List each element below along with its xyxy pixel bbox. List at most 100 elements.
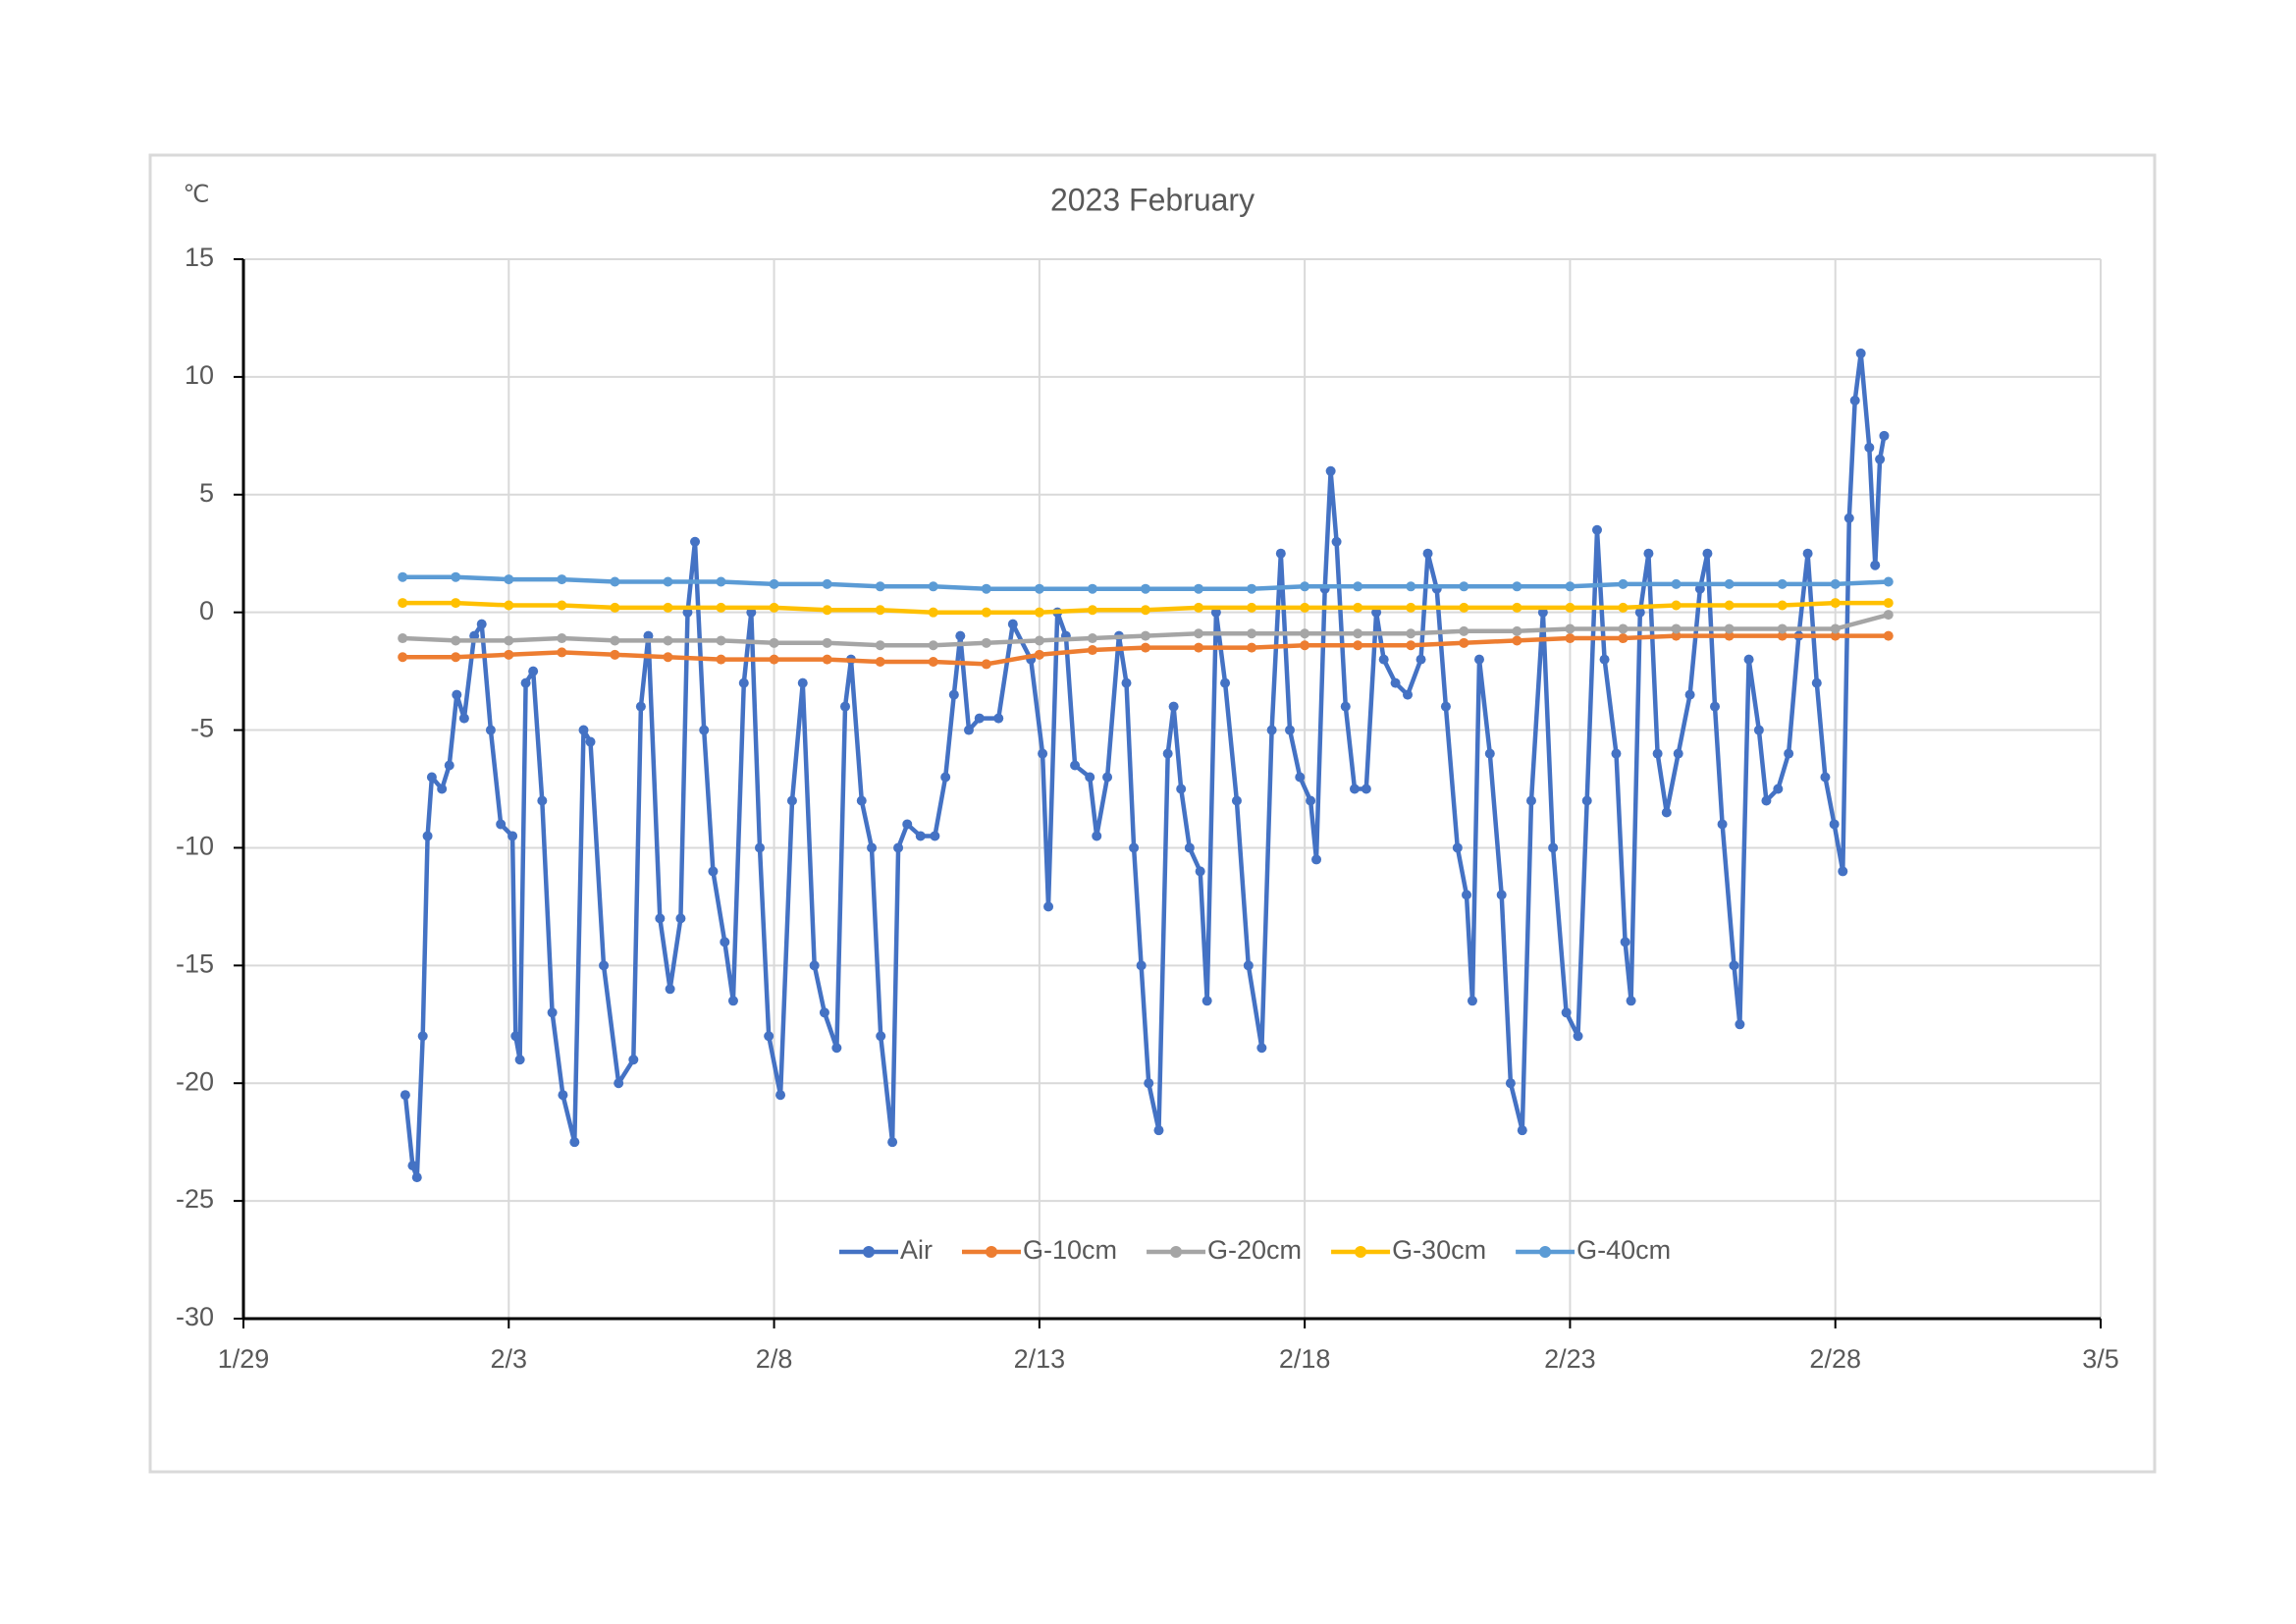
data-point: [1573, 1031, 1583, 1042]
data-point: [569, 1137, 580, 1148]
data-point: [769, 637, 779, 648]
data-point: [398, 652, 408, 663]
data-point: [1830, 598, 1841, 609]
data-point: [822, 578, 832, 589]
data-point: [1184, 842, 1195, 853]
legend-label: G-20cm: [1207, 1235, 1302, 1265]
data-point: [451, 598, 461, 609]
data-point: [1459, 637, 1469, 648]
data-point: [426, 772, 437, 783]
data-point: [981, 583, 991, 594]
data-point: [1565, 623, 1575, 634]
data-point: [635, 701, 646, 712]
y-tick-label: -20: [176, 1066, 214, 1096]
data-point: [716, 635, 726, 646]
data-point: [769, 578, 779, 589]
data-point: [1194, 583, 1204, 594]
data-point: [1620, 937, 1630, 947]
y-tick-label: -15: [176, 948, 214, 978]
data-point: [1306, 795, 1316, 806]
data-point: [1618, 623, 1629, 634]
data-point: [1144, 1078, 1154, 1089]
data-point: [1512, 581, 1522, 592]
data-point: [1802, 548, 1813, 559]
data-point: [663, 652, 673, 663]
data-point: [893, 842, 904, 853]
data-point: [1517, 1125, 1527, 1136]
data-point: [974, 713, 985, 724]
data-point: [1300, 640, 1310, 651]
y-tick-label: 10: [185, 360, 214, 390]
data-point: [1581, 795, 1592, 806]
data-point: [1565, 602, 1575, 613]
data-point: [1724, 623, 1735, 634]
data-point: [754, 842, 765, 853]
data-point: [610, 602, 620, 613]
data-point: [1038, 748, 1048, 759]
data-point: [1210, 607, 1221, 618]
data-point: [504, 600, 514, 611]
data-point: [1247, 602, 1257, 613]
data-point: [720, 937, 730, 947]
data-point: [1422, 548, 1433, 559]
data-point: [1548, 842, 1559, 853]
data-point: [1353, 640, 1363, 651]
data-point: [1525, 795, 1536, 806]
data-point: [411, 1172, 422, 1183]
data-point: [1661, 807, 1672, 818]
data-point: [1300, 628, 1310, 639]
data-point: [727, 996, 738, 1006]
data-point: [1829, 819, 1840, 830]
data-point: [746, 607, 757, 618]
data-point: [1671, 630, 1682, 641]
data-point: [1231, 795, 1242, 806]
data-point: [1034, 607, 1044, 618]
data-point: [822, 654, 832, 665]
data-point: [451, 652, 461, 663]
data-point: [537, 795, 548, 806]
data-point: [1295, 772, 1306, 783]
data-point: [716, 602, 726, 613]
data-point: [1390, 677, 1401, 688]
data-point: [1087, 605, 1097, 616]
data-point: [1512, 635, 1522, 646]
data-point: [1070, 760, 1081, 771]
data-point: [1467, 996, 1477, 1006]
data-point: [1247, 583, 1257, 594]
data-point: [1162, 748, 1173, 759]
chart-frame: [148, 153, 2157, 1474]
data-point: [585, 736, 596, 747]
data-point: [769, 654, 779, 665]
data-point: [514, 1055, 525, 1065]
data-point: [1406, 640, 1416, 651]
data-point: [520, 677, 531, 688]
x-tick-label: 2/8: [756, 1344, 793, 1374]
data-point: [769, 602, 779, 613]
data-point: [928, 607, 938, 618]
data-point: [1626, 996, 1636, 1006]
data-point: [1830, 623, 1841, 634]
data-point: [928, 640, 938, 651]
data-point: [485, 725, 496, 735]
data-point: [558, 1090, 568, 1101]
data-point: [1087, 633, 1097, 644]
legend-label: G-30cm: [1392, 1235, 1486, 1265]
data-point: [831, 1043, 842, 1054]
y-tick-label: -5: [190, 714, 214, 743]
data-point: [1201, 996, 1212, 1006]
data-point: [840, 701, 851, 712]
data-point: [1694, 583, 1705, 594]
data-point: [1875, 454, 1886, 464]
chart-title: 2023 February: [1050, 182, 1255, 217]
data-point: [1843, 513, 1854, 523]
data-point: [1618, 578, 1629, 589]
data-point: [407, 1161, 418, 1171]
data-point: [1034, 583, 1044, 594]
data-point: [1462, 890, 1472, 900]
data-point: [675, 913, 686, 924]
data-point: [1340, 701, 1351, 712]
data-point: [902, 819, 913, 830]
data-point: [1220, 677, 1231, 688]
data-point: [1784, 748, 1794, 759]
data-point: [398, 633, 408, 644]
